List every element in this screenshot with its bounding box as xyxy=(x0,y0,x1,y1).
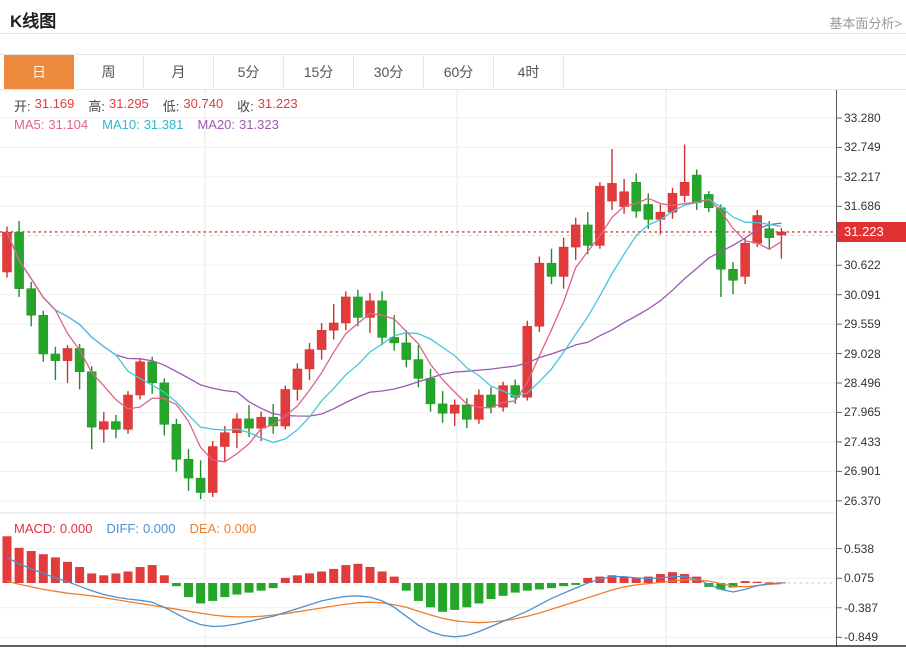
fundamental-analysis-link[interactable]: 基本面分析> xyxy=(829,16,902,31)
timeframe-tabs: 日周月 5分 15分 30分 60分 4时 xyxy=(0,54,906,90)
tab-15min[interactable]: 15分 xyxy=(284,55,354,89)
tab-4hour[interactable]: 4时 xyxy=(494,55,564,89)
tab-week[interactable]: 周 xyxy=(74,55,144,89)
tab-day[interactable]: 日 xyxy=(4,55,74,89)
tab-5min[interactable]: 5分 xyxy=(214,55,284,89)
tab-month[interactable]: 月 xyxy=(144,55,214,89)
current-price-badge: 31.223 xyxy=(837,221,906,242)
page-title: K线图 xyxy=(10,12,57,31)
tab-30min[interactable]: 30分 xyxy=(354,55,424,89)
header-divider xyxy=(0,33,906,34)
tab-60min[interactable]: 60分 xyxy=(424,55,494,89)
